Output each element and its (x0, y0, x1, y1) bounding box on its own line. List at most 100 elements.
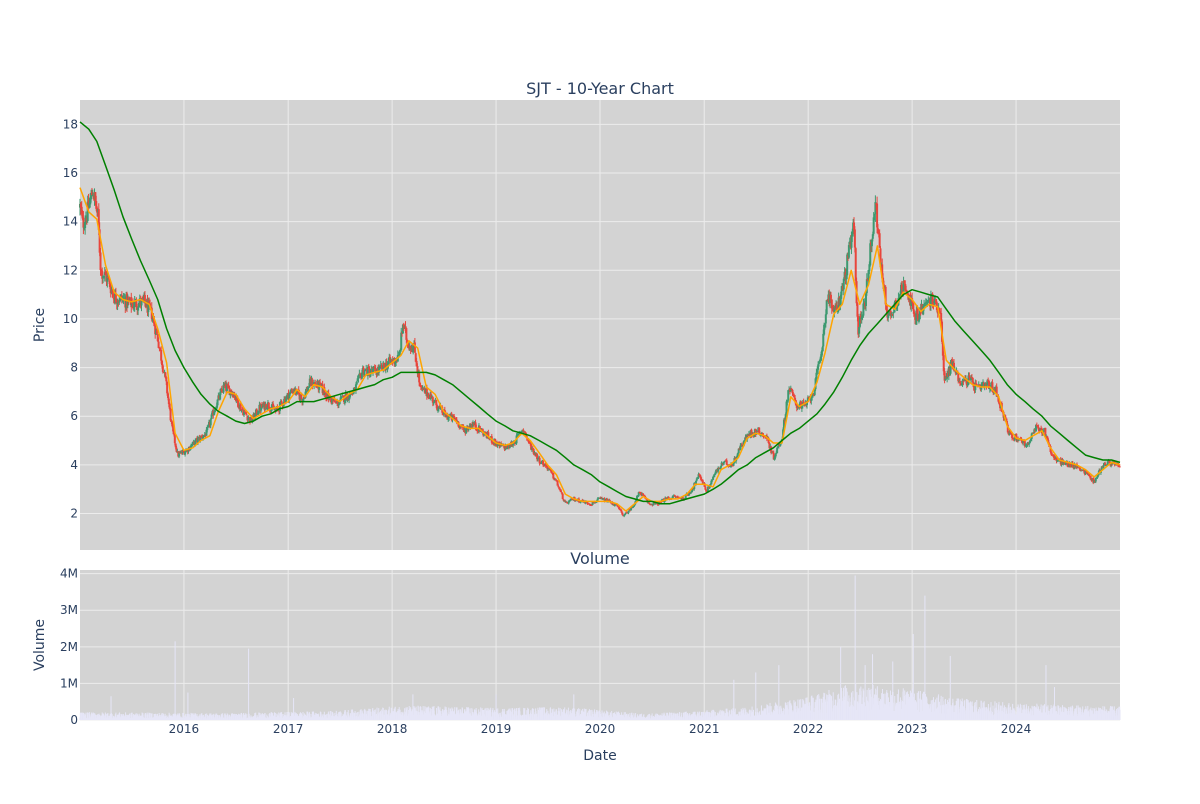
volume-bar (411, 711, 412, 720)
volume-bar (604, 717, 605, 720)
volume-bar (441, 711, 442, 720)
volume-bar (660, 715, 661, 720)
volume-bar (92, 713, 93, 720)
volume-bar (674, 718, 675, 720)
volume-bar (803, 703, 804, 720)
volume-bar (664, 714, 665, 720)
volume-bar (407, 707, 408, 720)
volume-bar (865, 706, 866, 720)
volume-bar (90, 716, 91, 720)
volume-bar (923, 692, 924, 720)
volume-bar (136, 713, 137, 720)
volume-bar (353, 713, 354, 720)
volume-bar (124, 716, 125, 720)
volume-bar (762, 711, 763, 720)
volume-bar (963, 706, 964, 720)
volume-bar (550, 712, 551, 720)
volume-bar (431, 709, 432, 720)
volume-bar (1007, 713, 1008, 720)
volume-bar (162, 715, 163, 720)
volume-bar (694, 712, 695, 720)
candle-body (170, 409, 172, 421)
volume-bar (459, 714, 460, 720)
volume-bar (959, 713, 960, 720)
candle-body (887, 315, 889, 318)
volume-bar (371, 716, 372, 720)
volume-bar (730, 714, 731, 720)
volume-bar (1057, 714, 1058, 720)
volume-bar (241, 714, 242, 720)
volume-bar (783, 714, 784, 720)
volume-bar (750, 717, 751, 720)
volume-bar (299, 714, 300, 720)
volume-bar (732, 716, 733, 720)
volume-bar (805, 698, 806, 720)
volume-bar (883, 694, 884, 720)
volume-bar (345, 710, 346, 720)
volume-bar (596, 710, 597, 720)
volume-bar (1051, 705, 1052, 720)
volume-bar (720, 710, 721, 720)
volume-bar (939, 702, 940, 720)
volume-bar (644, 717, 645, 720)
volume-bar (999, 710, 1000, 720)
volume-bar (702, 712, 703, 720)
volume-bar (1019, 711, 1020, 720)
candle-body (818, 362, 820, 364)
candle-body (246, 414, 248, 415)
candle-body (776, 448, 778, 453)
volume-bar (453, 711, 454, 720)
volume-bar (1078, 708, 1079, 720)
volume-bar (419, 715, 420, 720)
volume-bar (1021, 708, 1022, 720)
candle-body (418, 372, 420, 382)
volume-bar (189, 717, 190, 720)
volume-bar (716, 715, 717, 720)
volume-bar (755, 672, 756, 720)
volume-bar (1033, 707, 1034, 720)
volume-bar (211, 715, 212, 720)
volume-bar (993, 715, 994, 720)
volume-bar (514, 711, 515, 720)
volume-bar (365, 710, 366, 720)
candle-body (830, 295, 832, 299)
volume-bar (309, 713, 310, 720)
volume-bar (335, 715, 336, 720)
volume-bar (957, 698, 958, 720)
volume-bar (552, 712, 553, 720)
volume-bar (775, 704, 776, 720)
volume-bar (494, 712, 495, 720)
candle-body (726, 460, 728, 464)
volume-bar (116, 718, 117, 720)
volume-bar (126, 717, 127, 720)
volume-bar (522, 715, 523, 720)
volume-bar (295, 713, 296, 720)
volume-bar (602, 717, 603, 720)
volume-bar (797, 700, 798, 720)
volume-bar (488, 709, 489, 720)
volume-bar (628, 714, 629, 720)
volume-bar (991, 711, 992, 720)
volume-bar (512, 714, 513, 720)
volume-bar (1055, 711, 1056, 720)
volume-bar (580, 714, 581, 720)
volume-bar (476, 716, 477, 720)
volume-bar (829, 694, 830, 720)
volume-bar (271, 712, 272, 720)
candle-body (162, 365, 164, 371)
volume-bar (744, 715, 745, 720)
volume-bar (484, 709, 485, 720)
volume-bar (203, 717, 204, 720)
volume-bar (355, 716, 356, 720)
volume-bar (319, 717, 320, 720)
volume-bar (80, 713, 81, 720)
volume-bar (1003, 708, 1004, 720)
candle-body (848, 245, 850, 258)
volume-bar (614, 712, 615, 720)
volume-bar (742, 713, 743, 720)
candle-body (562, 494, 564, 499)
volume-bar (556, 715, 557, 720)
candle-body (522, 430, 524, 432)
volume-bar (586, 717, 587, 720)
candle-body (221, 389, 223, 391)
